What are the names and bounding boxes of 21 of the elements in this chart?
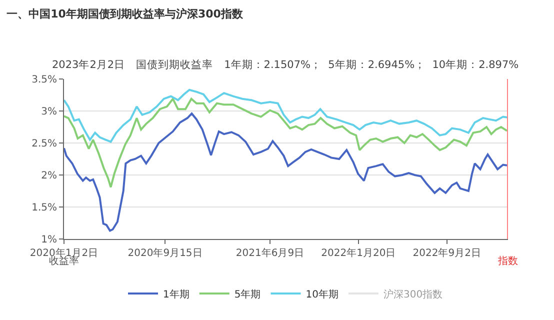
x-tick-label: 2022年1月20日 [321, 247, 396, 259]
y-tick-label: 2.5% [32, 138, 57, 150]
y-tick-label: 2% [41, 170, 57, 182]
legend-label: 1年期 [163, 288, 190, 300]
x-tick-label: 2020年9月15日 [128, 247, 202, 259]
y-tick-label: 1.5% [32, 202, 57, 214]
line-series [64, 88, 507, 143]
line-series [64, 112, 507, 232]
line-series [64, 98, 507, 188]
y2-axis-title: 指数 [497, 255, 518, 267]
y-tick-label: 1% [41, 234, 57, 246]
y-axis-title: 收益率 [49, 255, 79, 267]
chart-title: 一、中国10年期国债到期收益率与沪深300指数 [6, 7, 244, 20]
legend-label: 5年期 [234, 288, 261, 300]
x-tick-label: 2022年9月2日 [412, 247, 481, 259]
legend-label: 10年期 [306, 288, 338, 300]
y-tick-label: 3% [41, 106, 57, 118]
legend-label: 沪深300指数 [383, 288, 443, 300]
y-tick-label: 3.5% [32, 74, 57, 86]
x-tick-label: 2021年6月9日 [236, 247, 304, 259]
chart-subtitle: 2023年2月2日 国债到期收益率 1年期：2.1507%； 5年期：2.6945%； 10年期：2.897% [52, 58, 519, 71]
